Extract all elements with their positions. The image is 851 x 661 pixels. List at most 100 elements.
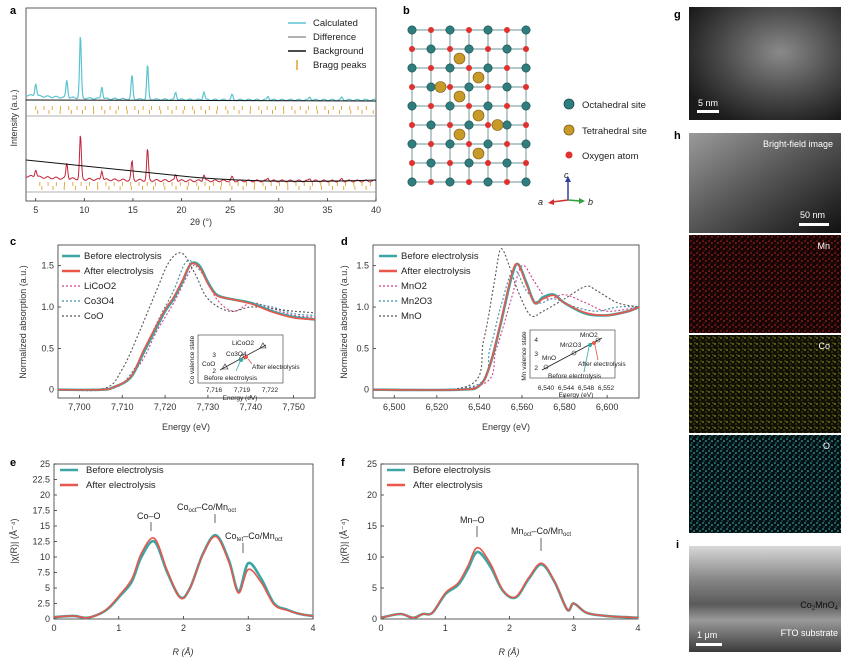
y-tick-label: 17.5 [32,506,50,516]
legend-licoo2: LiCoO2 [84,281,116,292]
tetrahedral-atom [472,109,485,122]
inset-d-after-arrow [594,344,599,361]
crystal-structure [407,25,531,187]
b-axis-arrow [567,199,581,202]
panel-e-legend: Before electrolysis After electrolysis [60,465,164,491]
octahedral-atom [407,25,417,35]
inset-c-xtick-3: 7,722 [262,387,279,394]
legend-after: After electrolysis [401,266,471,277]
inset-c-after-label: After electrolysis [252,364,300,371]
x-tick-label: 7,740 [239,402,262,412]
oxygen-atom [523,122,529,128]
panel-a-xticks: 5 10 15 20 25 30 35 40 [33,198,381,215]
x-tick-label: 15 [128,205,138,215]
panel-e-plot [53,534,314,620]
sem-cross-section [689,546,841,652]
x-tick-label: 0 [378,623,383,633]
y-tick-label: 5 [372,583,377,593]
oxygen-atom [504,179,510,185]
inset-d-ytick-2: 2 [534,365,538,372]
legend-after: After electrolysis [86,480,156,491]
tetrahedral-atom [453,52,466,65]
legend-mn2o3: Mn2O3 [401,296,432,307]
oxygen-atom-icon [565,151,573,159]
octahedral-atom [445,177,455,187]
inset-d-mno-label: MnO [542,355,556,362]
panel-a-frame [25,7,377,202]
legend-co3o4: Co3O4 [84,296,114,307]
y-tick-label: 0 [45,614,50,624]
panel-f-legend: Before electrolysis After electrolysis [387,465,491,491]
octahedral-atom [464,82,474,92]
octahedral-atom [502,120,512,130]
oxygen-atom [428,65,434,71]
octahedral-atom [464,158,474,168]
octahedral-atom [426,82,436,92]
octahedral-atom [445,25,455,35]
panel-f-plot [380,546,639,620]
inset-c-ylabel: Co valence state [189,335,196,384]
oxygen-atom [466,179,472,185]
octahedral-atom [483,63,493,73]
panel-d-legend: Before electrolysis After electrolysis M… [379,251,479,322]
annotation-mnoct: Mnoct–Co/Mnoct [511,526,571,538]
panel-c-ticks: 7,700 7,710 7,720 7,730 7,740 7,750 0 0.5 1.0 1.5 [41,261,304,412]
x-tick-label: 1 [116,623,121,633]
series-mno2 [372,264,640,391]
octahedral-atom [521,25,531,35]
legend-before: Before electrolysis [413,465,491,476]
octahedral-atom [445,101,455,111]
tetrahedral-atom [472,71,485,84]
octahedral-atom [483,139,493,149]
oxygen-atom [466,103,472,109]
inset-c-licoo2-marker [259,342,267,349]
oxygen-atom [466,65,472,71]
tetrahedral-atom [491,119,504,131]
panel-d-xlabel: Energy (eV) [482,422,530,432]
panel-c-plot [57,252,316,392]
oxygen-atom [485,160,491,166]
o-map-label: O [823,441,830,451]
scale-bar-i [696,643,722,646]
panel-e-ticks: 0 1 2 3 4 0 2.5 5 7.5 10 12.5 15 17.5 20 22.5 25 [32,459,315,633]
oxygen-atom [485,46,491,52]
panel-d-frame [372,244,640,399]
legend-after: After electrolysis [84,266,154,277]
oxygen-atom [447,84,453,90]
panel-f-annotations: Mn–O Mnoct–Co/Mnoct [460,515,571,551]
octahedral-atom [521,63,531,73]
oxygen-atom [409,160,415,166]
y-tick-label: 0 [49,385,54,395]
panel-g: g 5 nm [674,7,841,120]
y-tick-label: 7.5 [37,568,50,578]
oxygen-atom [504,141,510,147]
oxygen-atom [428,179,434,185]
film-label: Co2MnO4 [800,600,838,612]
octahedral-atom [426,120,436,130]
a-axis-arrow [551,199,569,203]
tetrahedral-site-icon [563,124,575,136]
oxygen-atom [523,84,529,90]
octahedral-atom [407,101,417,111]
octahedral-atom [502,44,512,54]
octahedral-atom [502,158,512,168]
panel-i-letter: i [676,539,679,551]
inset-d-before-arrow [583,346,590,373]
panel-c-legend: Before electrolysis After electrolysis L… [62,251,162,322]
panel-e-xlabel: R (Å) [173,647,194,657]
inset-c-after-arrow [247,358,253,365]
panel-h: h Bright-field image 50 nm Mn Co O [674,130,841,533]
x-tick-label: 0 [51,623,56,633]
legend-before: Before electrolysis [401,251,479,262]
annotation-cooct-part1: Cooct–Co/Mnoct [177,502,236,514]
octahedral-atom [521,139,531,149]
oxygen-atom [523,46,529,52]
panel-f-letter: f [341,457,345,469]
panel-a-letter: a [10,5,17,17]
scale-bar-h [799,223,829,226]
y-tick-label: 0 [372,614,377,624]
series-after-electrolysis [372,262,640,391]
panel-c-inset: Co valence state 3 2 LiCoO2 Co3O4 CoO Af… [189,334,300,402]
annotation-cotet: Cotet–Co/Mnoct [225,531,283,543]
x-tick-label: 7,730 [197,402,220,412]
